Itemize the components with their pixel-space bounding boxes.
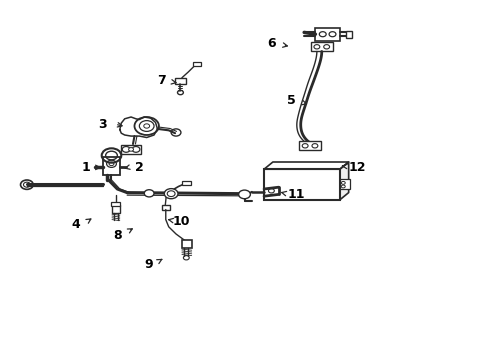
- Polygon shape: [339, 162, 348, 200]
- Text: 5: 5: [286, 94, 295, 107]
- Polygon shape: [264, 162, 348, 169]
- Text: 11: 11: [286, 188, 304, 201]
- Bar: [193, 62, 201, 66]
- Circle shape: [164, 189, 178, 199]
- Bar: [162, 205, 169, 210]
- Bar: [310, 42, 332, 51]
- Circle shape: [128, 148, 133, 151]
- Circle shape: [144, 190, 154, 197]
- Polygon shape: [120, 117, 157, 138]
- Text: 9: 9: [144, 258, 153, 271]
- Bar: [121, 145, 141, 154]
- Circle shape: [238, 190, 250, 199]
- Bar: [299, 141, 320, 150]
- Bar: [175, 78, 185, 84]
- Text: 3: 3: [98, 118, 107, 131]
- Bar: [102, 157, 120, 175]
- Bar: [315, 28, 339, 41]
- Text: 8: 8: [113, 229, 122, 242]
- Text: 7: 7: [157, 75, 165, 87]
- Bar: [264, 169, 339, 200]
- Text: 10: 10: [172, 215, 189, 228]
- Bar: [339, 179, 349, 189]
- Bar: [111, 202, 120, 206]
- Text: 2: 2: [135, 161, 143, 174]
- Text: 6: 6: [266, 37, 275, 50]
- Bar: [346, 31, 351, 38]
- Text: 4: 4: [71, 219, 80, 231]
- Bar: [182, 181, 190, 185]
- Text: 12: 12: [347, 161, 365, 174]
- Bar: [112, 205, 120, 213]
- Text: 1: 1: [81, 161, 90, 174]
- Bar: [182, 240, 191, 248]
